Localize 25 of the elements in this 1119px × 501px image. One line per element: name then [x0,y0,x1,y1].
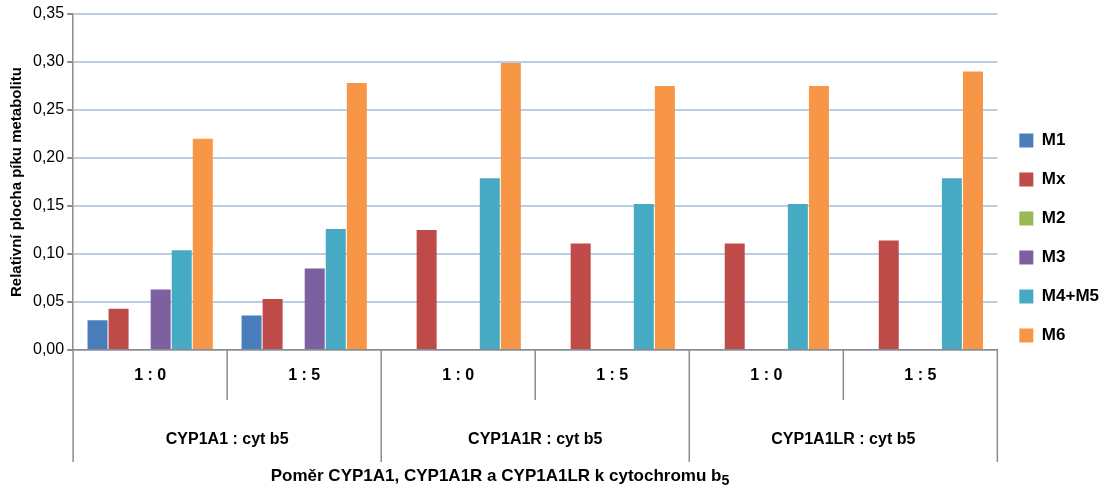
legend-label: M3 [1041,247,1066,267]
y-tick-label: 0,30 [33,52,65,70]
legend-label: Mx [1041,169,1066,189]
y-tick-label: 0,25 [33,100,65,118]
x-tick-label: 1 : 5 [288,366,321,384]
legend-label: M1 [1041,130,1066,150]
y-tick-label: 0,15 [33,196,65,214]
legend-label: M4+M5 [1041,286,1100,306]
text: CYP1A1 : cyt b5 [165,430,289,448]
y-tick-label: 0,35 [33,4,65,22]
text: CYP1A1LR : cyt b5 [771,430,916,448]
y-tick-label: 0,10 [33,244,65,262]
x-tick-label: 1 : 0 [134,366,167,384]
x-tick-label: 1 : 5 [596,366,629,384]
y-tick-label: 0,00 [33,340,65,358]
y-axis-title: Relativní plocha píku metabolitu [7,66,25,298]
x-tick-label: 1 : 0 [442,366,475,384]
text: CYP1A1R : cyt b5 [468,430,603,448]
legend-label: M2 [1041,208,1066,228]
y-tick-label: 0,20 [33,148,65,166]
x-tick-label: 1 : 5 [904,366,937,384]
legend-label: M6 [1041,325,1066,345]
x-tick-label: 1 : 0 [750,366,783,384]
y-tick-label: 0,05 [33,292,65,310]
x-axis-title: Poměr CYP1A1, CYP1A1R a CYP1A1LR k cytochromu b$_{5}$ [269,466,731,489]
